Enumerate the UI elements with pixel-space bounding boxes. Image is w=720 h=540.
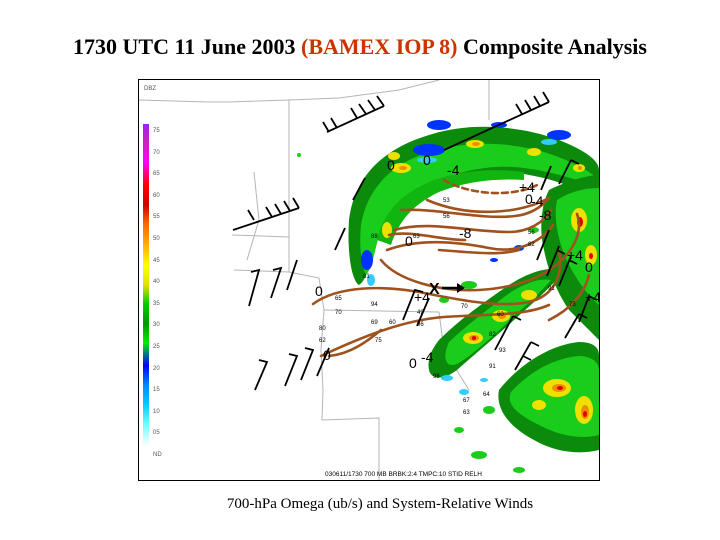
wind-barbs <box>232 91 598 391</box>
station-value: 60 <box>497 312 504 318</box>
radar-map-panel: 0 0 -4 +4 0 -8 0 -4 -8 0 +4 0 0 -4 +4 +4… <box>138 79 600 481</box>
legend-tick: 45 <box>153 257 160 264</box>
station-value: 94 <box>371 302 378 308</box>
contour-label: 0 <box>323 347 331 363</box>
station-value: 69 <box>371 320 378 326</box>
station-value: 67 <box>463 398 470 404</box>
station-value: 53 <box>443 198 450 204</box>
contour-label: +4 <box>567 247 583 263</box>
station-value: 70 <box>335 310 342 316</box>
contour-label: -4 <box>421 349 434 365</box>
map-canvas: 0 0 -4 +4 0 -8 0 -4 -8 0 +4 0 0 -4 +4 +4… <box>139 80 599 480</box>
station-value: 56 <box>443 214 450 220</box>
contour-label: -4 <box>447 162 460 178</box>
figure-caption: 700-hPa Omega (ub/s) and System-Relative… <box>226 496 534 512</box>
station-value: 88 <box>371 234 378 240</box>
contour-label: 0 <box>409 355 417 371</box>
station-value: 60 <box>389 320 396 326</box>
station-value: 91 <box>548 286 555 292</box>
legend-tick: 20 <box>153 365 160 372</box>
legend-tick: 25 <box>153 343 160 350</box>
storm-motion-marker: X <box>429 281 465 298</box>
station-value: 64 <box>483 392 490 398</box>
station-value: 56 <box>528 230 535 236</box>
storm-center-marker: X <box>429 281 440 298</box>
station-value: 73 <box>569 302 576 308</box>
legend-tick: ND <box>153 451 162 458</box>
station-value: 82 <box>528 242 535 248</box>
legend-unit: DBZ <box>144 86 156 92</box>
legend-tick: 15 <box>153 387 160 394</box>
omega-contours <box>311 178 591 358</box>
station-value: 93 <box>499 348 506 354</box>
contour-labels: 0 0 -4 +4 0 -8 0 -4 -8 0 +4 0 0 -4 +4 +4… <box>315 152 599 371</box>
station-value: 96 <box>417 322 424 328</box>
legend-tick: 75 <box>153 128 160 134</box>
station-value: 75 <box>375 338 382 344</box>
legend-tick: 30 <box>153 322 160 329</box>
contour-label: +4 <box>519 179 535 195</box>
station-value: 80 <box>319 326 326 332</box>
legend-ticks: 75 70 65 60 55 50 45 40 35 30 25 20 15 1… <box>153 128 169 458</box>
contour-label: 0 <box>405 233 413 249</box>
legend-tick: 50 <box>153 235 160 242</box>
contour-label: 0 <box>387 157 395 173</box>
station-value: 63 <box>463 410 470 416</box>
figure-title: 1730 UTC 11 June 2003 (BAMEX IOP 8) Comp… <box>0 34 720 60</box>
contour-label: -8 <box>459 225 472 241</box>
legend-tick: 05 <box>153 430 160 437</box>
dbz-legend: DBZ 75 70 65 60 55 50 45 40 35 30 25 20 … <box>143 86 169 462</box>
station-value: 82 <box>489 332 496 338</box>
legend-tick: 65 <box>153 171 160 178</box>
contour-label: -4 <box>531 193 544 209</box>
radar-echoes <box>297 120 599 473</box>
station-value: 81 <box>363 274 370 280</box>
map-footer-text: 030611/1730 700 MB BRBK:2:4 TMPC:10 STID… <box>325 471 482 478</box>
contour-label: 0 <box>315 283 323 299</box>
station-value: 70 <box>461 304 468 310</box>
station-value: 98 <box>433 374 440 380</box>
station-values: 53 56 88 63 56 82 81 94 65 70 80 62 91 6… <box>319 198 576 416</box>
station-value: 63 <box>413 234 420 240</box>
title-highlight: (BAMEX IOP 8) <box>301 34 458 59</box>
legend-color-bar <box>143 124 149 446</box>
legend-tick: 60 <box>153 192 160 199</box>
station-value: 49 <box>417 310 424 316</box>
legend-tick: 40 <box>153 279 160 286</box>
contour-label: -8 <box>539 207 552 223</box>
title-suffix: Composite Analysis <box>462 34 647 59</box>
station-value: 91 <box>489 364 496 370</box>
contour-label: 0 <box>525 191 533 207</box>
title-prefix: 1730 UTC 11 June 2003 <box>73 34 296 59</box>
contour-label: 0 <box>423 152 431 168</box>
legend-tick: 35 <box>153 300 160 307</box>
contour-label: +4 <box>414 289 430 305</box>
legend-tick: 10 <box>153 408 160 415</box>
legend-tick: 70 <box>153 149 160 156</box>
station-value: 65 <box>335 296 342 302</box>
contour-label: 0 <box>585 259 593 275</box>
legend-tick: 55 <box>153 214 160 221</box>
station-value: 62 <box>319 338 326 344</box>
